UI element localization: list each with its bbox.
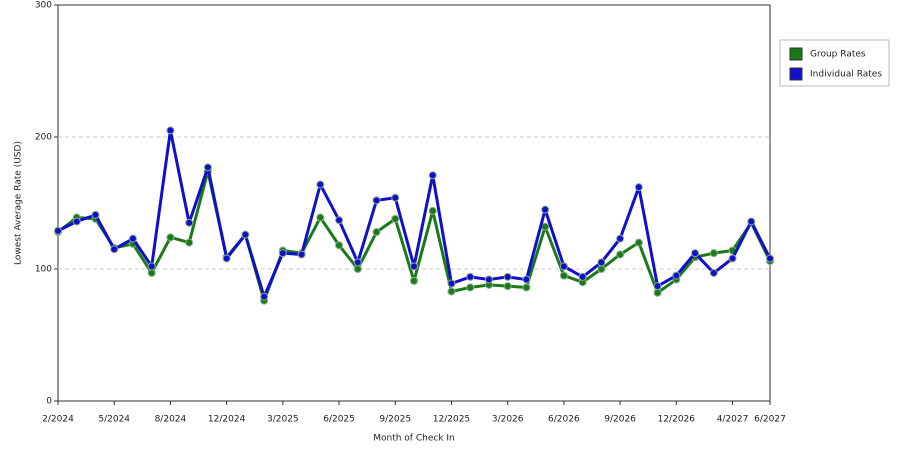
data-point xyxy=(185,238,194,247)
data-point xyxy=(166,233,175,242)
data-point xyxy=(634,238,643,247)
data-point xyxy=(147,262,156,271)
data-point xyxy=(91,210,100,219)
data-point xyxy=(54,226,62,235)
legend-label: Group Rates xyxy=(810,50,866,60)
data-point xyxy=(541,205,550,214)
data-point xyxy=(128,234,137,243)
data-point xyxy=(522,275,531,284)
x-axis-label: Month of Check In xyxy=(373,434,455,444)
data-point xyxy=(372,196,381,205)
data-point xyxy=(559,262,568,271)
data-point xyxy=(335,241,344,250)
x-tick-label: 6/2027 xyxy=(754,415,786,425)
data-point xyxy=(597,258,606,267)
y-tick-label: 300 xyxy=(35,1,52,11)
data-point xyxy=(353,258,362,267)
x-tick-label: 6/2026 xyxy=(548,415,580,425)
y-tick-label: 0 xyxy=(46,397,52,407)
data-point xyxy=(653,288,662,297)
x-tick-label: 12/2026 xyxy=(658,415,696,425)
data-point xyxy=(166,126,175,135)
data-point xyxy=(391,214,400,223)
data-point xyxy=(353,265,362,273)
x-tick-label: 9/2026 xyxy=(604,415,636,425)
data-point xyxy=(578,272,587,281)
data-point xyxy=(428,171,437,180)
data-point xyxy=(447,287,456,296)
data-point xyxy=(484,275,493,284)
data-point xyxy=(616,250,625,259)
data-point xyxy=(222,254,231,263)
x-tick-label: 6/2025 xyxy=(323,415,355,425)
data-point xyxy=(185,218,194,227)
data-point xyxy=(428,206,437,215)
data-point xyxy=(335,216,344,225)
data-point xyxy=(522,283,531,292)
data-point xyxy=(316,213,325,222)
data-point xyxy=(747,217,756,226)
x-tick-label: 9/2025 xyxy=(379,415,411,425)
data-point xyxy=(653,282,662,291)
x-tick-label: 2/2024 xyxy=(42,415,74,425)
data-point xyxy=(691,249,700,258)
data-point xyxy=(672,271,681,280)
data-point xyxy=(410,276,418,285)
data-point xyxy=(503,272,512,281)
legend-label: Individual Rates xyxy=(810,70,882,80)
y-tick-label: 100 xyxy=(35,265,52,275)
legend-swatch xyxy=(789,47,803,61)
data-point xyxy=(709,249,718,258)
data-point xyxy=(466,283,475,292)
plot-area xyxy=(57,4,771,402)
data-point xyxy=(766,254,774,263)
data-point xyxy=(709,268,718,277)
data-point xyxy=(316,180,325,189)
x-tick-label: 5/2024 xyxy=(98,415,130,425)
x-tick-label: 3/2026 xyxy=(492,415,524,425)
x-tick-label: 12/2025 xyxy=(433,415,470,425)
data-point xyxy=(559,271,568,280)
y-tick-label: 200 xyxy=(35,133,52,143)
x-tick-label: 12/2024 xyxy=(208,415,246,425)
x-tick-label: 3/2025 xyxy=(267,415,299,425)
data-point xyxy=(203,163,212,172)
data-point xyxy=(616,234,625,243)
data-point xyxy=(147,268,156,277)
data-point xyxy=(410,262,418,271)
y-axis-label: Lowest Average Rate (USD) xyxy=(14,141,24,265)
data-point xyxy=(728,254,737,263)
data-point xyxy=(503,282,512,291)
legend-swatch xyxy=(789,67,803,81)
data-point xyxy=(297,250,306,259)
data-point xyxy=(72,217,81,226)
x-tick-label: 4/2027 xyxy=(717,415,749,425)
data-point xyxy=(278,249,287,258)
data-point xyxy=(466,272,475,281)
data-point xyxy=(597,265,606,273)
data-point xyxy=(110,245,119,254)
data-point xyxy=(372,228,381,237)
data-point xyxy=(260,292,269,301)
x-tick-label: 8/2024 xyxy=(155,415,187,425)
data-point xyxy=(391,193,400,202)
data-point xyxy=(241,230,250,239)
data-point xyxy=(634,183,643,192)
data-point xyxy=(447,279,456,288)
